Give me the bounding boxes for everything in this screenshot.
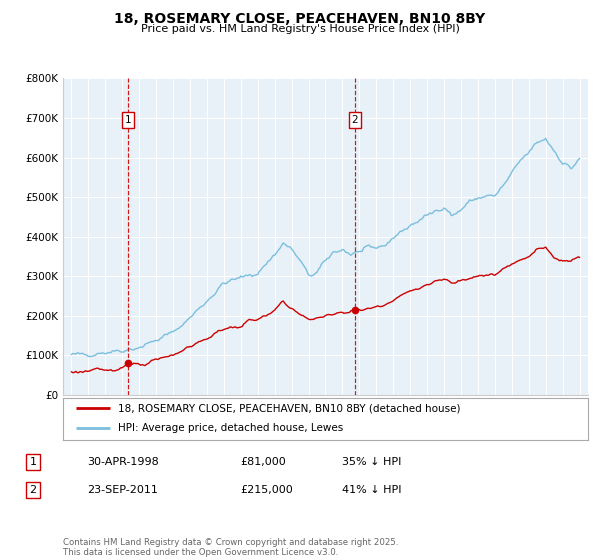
Text: Price paid vs. HM Land Registry's House Price Index (HPI): Price paid vs. HM Land Registry's House … (140, 24, 460, 34)
Text: 18, ROSEMARY CLOSE, PEACEHAVEN, BN10 8BY (detached house): 18, ROSEMARY CLOSE, PEACEHAVEN, BN10 8BY… (118, 403, 461, 413)
Text: Contains HM Land Registry data © Crown copyright and database right 2025.
This d: Contains HM Land Registry data © Crown c… (63, 538, 398, 557)
Text: £81,000: £81,000 (240, 457, 286, 467)
Text: 1: 1 (29, 457, 37, 467)
Text: 18, ROSEMARY CLOSE, PEACEHAVEN, BN10 8BY: 18, ROSEMARY CLOSE, PEACEHAVEN, BN10 8BY (115, 12, 485, 26)
Text: 41% ↓ HPI: 41% ↓ HPI (342, 485, 401, 495)
Text: 2: 2 (29, 485, 37, 495)
Text: 30-APR-1998: 30-APR-1998 (87, 457, 159, 467)
Text: HPI: Average price, detached house, Lewes: HPI: Average price, detached house, Lewe… (118, 423, 343, 433)
Text: 1: 1 (125, 115, 131, 125)
Text: 35% ↓ HPI: 35% ↓ HPI (342, 457, 401, 467)
Text: 23-SEP-2011: 23-SEP-2011 (87, 485, 158, 495)
Text: £215,000: £215,000 (240, 485, 293, 495)
Text: 2: 2 (352, 115, 358, 125)
